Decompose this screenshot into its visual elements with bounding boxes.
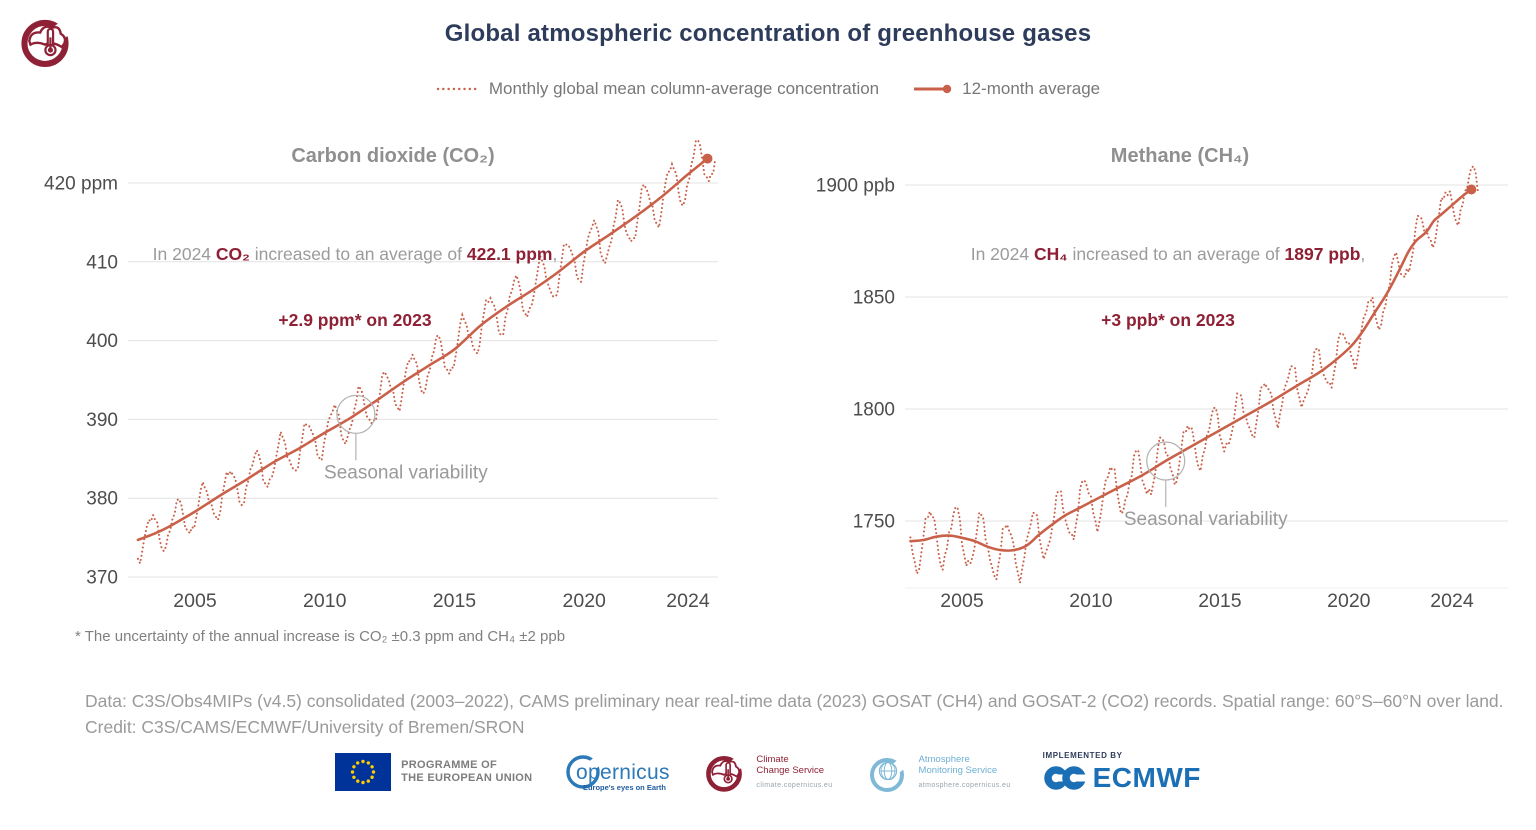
y-axis-tick-label: 1900 ppb	[816, 176, 895, 197]
latest-value-dot	[702, 153, 713, 164]
eu-flag-star	[356, 779, 360, 783]
c3s-line2: Change Service	[756, 764, 825, 776]
eu-flag-star	[366, 761, 371, 765]
latest-value-dot	[1466, 184, 1477, 195]
c3s-url: climate.copernicus.eu	[756, 781, 833, 789]
y-axis-tick-label: 420 ppm	[44, 174, 118, 195]
chart-legend: Monthly global mean column-average conce…	[0, 79, 1536, 99]
seasonal-variability-label: Seasonal variability	[1124, 509, 1288, 530]
chart-title: Methane (CH₄)	[1111, 145, 1249, 167]
climate-change-service-icon	[702, 750, 746, 794]
x-axis-tick-label: 2020	[1327, 590, 1371, 612]
ch4-annotation-line2: +3 ppb* on 2023	[1101, 310, 1235, 330]
ch4-2024-annotation: In 2024 CH₄ increased to an average of 1…	[888, 199, 1448, 375]
eu-programme-line1: PROGRAMME OF	[401, 759, 497, 771]
x-axis-tick-label: 2015	[1198, 590, 1242, 612]
c3s-line1: Climate	[756, 753, 789, 765]
eu-flag-star	[370, 765, 374, 769]
atmosphere-monitoring-service-logo: Atmosphere Monitoring Service atmosphere…	[865, 750, 1011, 794]
cams-line1: Atmosphere	[918, 753, 970, 765]
y-axis-tick-label: 400	[86, 331, 118, 352]
implemented-by-label: IMPLEMENTED BY	[1042, 750, 1123, 760]
source-block: Data: C3S/Obs4MIPs (v4.5) consolidated (…	[85, 688, 1504, 740]
y-axis-tick-label: 1750	[853, 512, 895, 533]
page-title: Global atmospheric concentration of gree…	[444, 20, 1092, 47]
uncertainty-footnote: * The uncertainty of the annual increase…	[75, 628, 566, 645]
cams-url: atmosphere.copernicus.eu	[918, 781, 1011, 789]
eu-flag-star	[350, 770, 355, 774]
monthly-mean-series	[136, 138, 717, 567]
copernicus-name: opernicus	[576, 761, 670, 784]
y-axis-tick-label: 380	[86, 489, 118, 510]
ch4-chart: 1900 ppb 1850 1800 1750 2005 2010 2015 2020 2024…	[816, 145, 1508, 612]
seasonal-variability-label: Seasonal variability	[324, 462, 488, 483]
y-axis-tick-label: 410	[86, 252, 118, 273]
eu-flag-star	[370, 775, 374, 779]
copernicus-wordmark-icon: opernicus Europe's eyes on Earth	[566, 750, 670, 792]
eu-flag-star	[361, 780, 365, 785]
credit-line: Credit: C3S/CAMS/ECMWF/University of Bre…	[85, 717, 525, 737]
monthly-mean-series	[909, 164, 1479, 584]
x-axis-tick-label: 2024	[666, 590, 710, 612]
data-source-line: Data: C3S/Obs4MIPs (v4.5) consolidated (…	[85, 691, 1504, 711]
eu-flag-star	[352, 765, 356, 769]
atmosphere-monitoring-service-icon	[869, 752, 909, 792]
ecmwf-logo: IMPLEMENTED BY ECMWF	[1043, 751, 1201, 794]
chart-title: Carbon dioxide (CO₂)	[291, 145, 494, 167]
climate-change-service-logo: Climate Change Service climate.copernicu…	[702, 750, 832, 794]
climate-change-service-label: Climate Change Service climate.copernicu…	[756, 754, 832, 791]
eu-programme-logo: PROGRAMME OF THE EUROPEAN UNION	[335, 753, 532, 791]
logos-strip: PROGRAMME OF THE EUROPEAN UNION opernicu…	[0, 749, 1536, 795]
y-axis-tick-label: 370	[86, 568, 118, 589]
x-axis-tick-label: 2005	[173, 590, 217, 612]
x-axis-tick-label: 2024	[1430, 590, 1474, 612]
x-axis-tick-label: 2015	[433, 590, 477, 612]
x-axis-tick-label: 2020	[563, 590, 607, 612]
eu-flag-icon	[335, 753, 392, 791]
cams-line2: Monitoring Service	[918, 764, 998, 776]
eu-flag-star	[366, 779, 371, 783]
legend-average-label: 12-month average	[962, 79, 1101, 98]
x-axis-tick-label: 2010	[1069, 590, 1113, 612]
y-axis-tick-label: 390	[86, 410, 118, 431]
co2-2024-annotation: In 2024 CO₂ increased to an average of 4…	[75, 199, 635, 375]
co2-annotation-line2: +2.9 ppm* on 2023	[278, 310, 432, 330]
twelve-month-average-series	[136, 157, 709, 542]
average-solid-line-sample-icon	[914, 84, 952, 94]
copernicus-tagline: Europe's eyes on Earth	[583, 783, 666, 792]
twelve-month-average-series	[909, 188, 1473, 552]
monthly-dotted-line-sample-icon	[436, 87, 480, 91]
y-axis-tick-label: 1800	[853, 400, 895, 421]
eu-programme-label: PROGRAMME OF THE EUROPEAN UNION	[401, 759, 532, 785]
x-axis-tick-label: 2005	[940, 590, 984, 612]
copernicus-logo: opernicus Europe's eyes on Earth	[564, 749, 670, 795]
eu-flag-star	[356, 761, 360, 765]
co2-annotation-line1: In 2024 CO₂ increased to an average of 4…	[152, 244, 558, 264]
eu-programme-line2: THE EUROPEAN UNION	[401, 772, 533, 784]
atmosphere-monitoring-service-label: Atmosphere Monitoring Service atmosphere…	[919, 754, 1011, 791]
ecmwf-name: ECMWF	[1092, 761, 1201, 793]
eu-flag-star	[361, 759, 365, 764]
ch4-annotation-line1: In 2024 CH₄ increased to an average of 1…	[970, 244, 1366, 264]
eu-flag-star	[371, 770, 376, 774]
legend-monthly-label: Monthly global mean column-average conce…	[488, 79, 880, 98]
ecmwf-mark-icon	[1043, 765, 1088, 790]
x-axis-tick-label: 2010	[303, 590, 347, 612]
co2-chart: 420 ppm 410 400 390 380 370 2005 2010 2015 2020 20…	[44, 138, 718, 612]
eu-flag-star	[352, 775, 356, 779]
y-axis-tick-label: 1850	[853, 288, 895, 309]
